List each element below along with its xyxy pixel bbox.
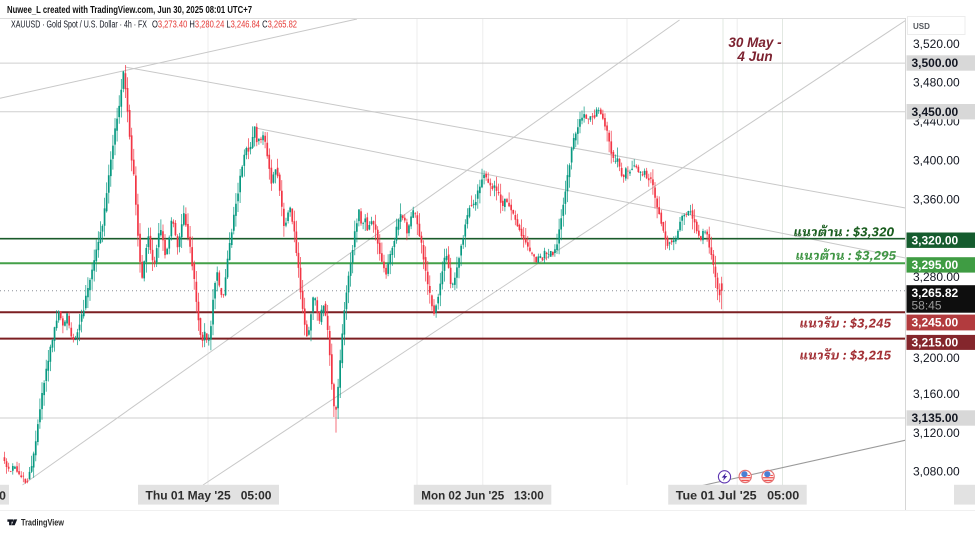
svg-text:Nuwee_L created with TradingVi: Nuwee_L created with TradingView.com, Ju… bbox=[7, 5, 252, 16]
svg-text:3,500.00: 3,500.00 bbox=[912, 56, 959, 70]
svg-text:3,480.00: 3,480.00 bbox=[913, 76, 960, 90]
svg-text:3,360.00: 3,360.00 bbox=[913, 192, 960, 206]
svg-text:3,135.00: 3,135.00 bbox=[912, 411, 959, 425]
svg-text:Tue 01 Jul '25 05:00: Tue 01 Jul '25 05:00 bbox=[676, 489, 800, 503]
svg-text:3,320.00: 3,320.00 bbox=[912, 233, 959, 247]
svg-text:TradingView: TradingView bbox=[21, 517, 65, 527]
svg-text:3,200.00: 3,200.00 bbox=[913, 351, 960, 365]
svg-text:3,160.00: 3,160.00 bbox=[913, 387, 960, 401]
svg-text:58:45: 58:45 bbox=[912, 299, 942, 313]
svg-text:Thu 01 May '25 05:00: Thu 01 May '25 05:00 bbox=[146, 489, 272, 503]
svg-text:O3,273.40 H3,280.24 L3,246.84: O3,273.40 H3,280.24 L3,246.84 C3,265.82 bbox=[152, 20, 297, 31]
svg-text:3,245.00: 3,245.00 bbox=[912, 316, 959, 330]
svg-text:3,265.82: 3,265.82 bbox=[912, 286, 959, 300]
svg-text:3,295.00: 3,295.00 bbox=[912, 258, 959, 272]
svg-text:4 Jun: 4 Jun bbox=[736, 49, 772, 64]
svg-text:3,450.00: 3,450.00 bbox=[912, 105, 959, 119]
svg-text:3,400.00: 3,400.00 bbox=[913, 154, 960, 168]
svg-text:3,080.00: 3,080.00 bbox=[913, 465, 960, 479]
svg-text:USD: USD bbox=[913, 22, 930, 31]
svg-text:3,215.00: 3,215.00 bbox=[912, 336, 959, 350]
svg-text:3,520.00: 3,520.00 bbox=[913, 37, 960, 51]
svg-text:3,120.00: 3,120.00 bbox=[913, 426, 960, 440]
svg-text:3,280.00: 3,280.00 bbox=[913, 270, 960, 284]
svg-text:Mon 02 Jun '25 13:00: Mon 02 Jun '25 13:00 bbox=[421, 489, 544, 503]
svg-text:30 May -: 30 May - bbox=[728, 35, 782, 50]
svg-text:XAUUSD · Gold Spot / U.S. Doll: XAUUSD · Gold Spot / U.S. Dollar · 4h · … bbox=[11, 20, 147, 31]
